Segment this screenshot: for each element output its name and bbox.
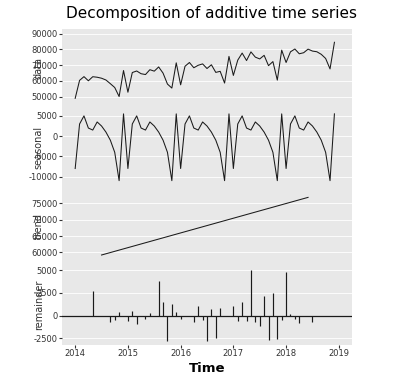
Text: seasonal: seasonal: [34, 126, 44, 169]
Text: trend: trend: [34, 213, 44, 239]
Text: data: data: [34, 57, 44, 79]
X-axis label: Time: Time: [189, 362, 225, 375]
Text: Decomposition of additive time series: Decomposition of additive time series: [66, 6, 358, 21]
Text: remainder: remainder: [34, 280, 44, 330]
